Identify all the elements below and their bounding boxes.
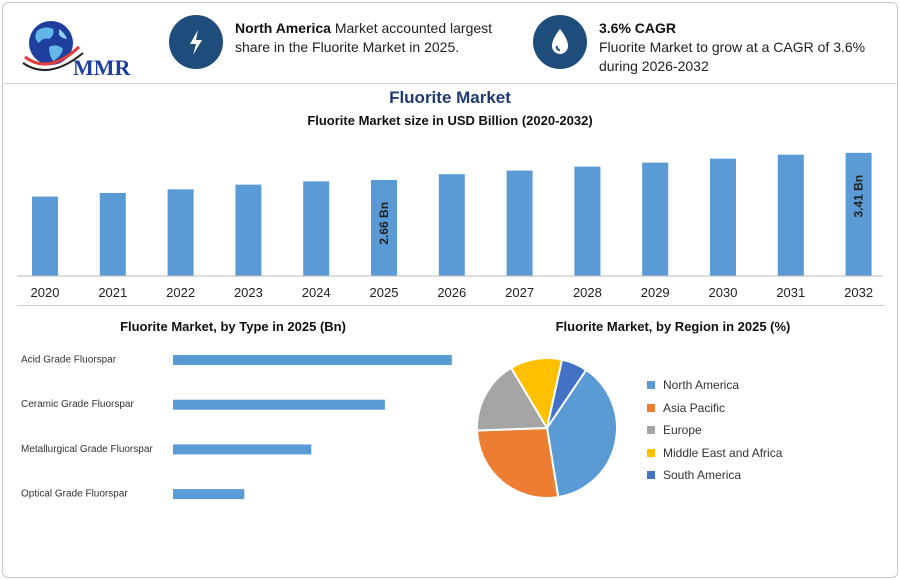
- legend-item: Europe: [647, 419, 782, 442]
- legend-swatch: [647, 448, 655, 457]
- pie-slice-europe: [476, 366, 549, 432]
- bar-2026: [438, 174, 465, 276]
- bar-2031: [777, 154, 804, 276]
- bar-2030: [710, 158, 736, 276]
- legend-label: North America: [663, 378, 740, 393]
- pie-slice-south-america: [546, 358, 588, 429]
- bar-2022: [167, 189, 194, 276]
- region-legend: North America Asia Pacific Europe Middle Ea…: [647, 374, 782, 487]
- globe-icon: [22, 21, 84, 71]
- bar-2023: [235, 184, 262, 276]
- bar-2029: [642, 162, 669, 276]
- info-body-north-america: Market accounted largest share in the Fl…: [235, 20, 493, 55]
- legend-label: Europe: [663, 423, 702, 438]
- lightning-icon: [169, 15, 223, 69]
- legend-item: South America: [647, 464, 782, 487]
- type-bar: [173, 399, 385, 410]
- info-body-cagr: Fluorite Market to grow at a CAGR of 3.6…: [599, 39, 866, 74]
- x-tick-label: 2028: [573, 285, 602, 300]
- info-text-cagr: 3.6% CAGR Fluorite Market to grow at a CA…: [599, 19, 874, 76]
- bar-2025: [371, 179, 397, 276]
- legend-item: Asia Pacific: [647, 397, 782, 420]
- legend-swatch: [647, 426, 655, 435]
- x-tick-label: 2022: [166, 285, 195, 300]
- legend-label: Asia Pacific: [663, 400, 726, 415]
- type-category-label: Acid Grade Fluorspar: [21, 355, 117, 366]
- pie-slice-north-america: [545, 368, 618, 499]
- drop-icon: [533, 15, 587, 69]
- x-tick-label: 2031: [776, 285, 805, 300]
- mmr-logo: MMR: [22, 21, 132, 79]
- info-block-cagr: 3.6% CAGR Fluorite Market to grow at a CA…: [533, 15, 873, 75]
- bar-2020: [32, 196, 58, 276]
- region-chart-title: Fluorite Market, by Region in 2025 (%): [555, 319, 791, 334]
- header-divider: [3, 83, 897, 84]
- x-tick-label: 2025: [370, 285, 399, 300]
- info-text-north-america: North America Market accounted largest s…: [235, 19, 510, 57]
- bar-2028: [574, 166, 601, 276]
- logo-text: MMR: [73, 55, 132, 79]
- legend-swatch: [647, 403, 655, 412]
- x-tick-label: 2029: [641, 285, 670, 300]
- bar-2032: [845, 152, 872, 276]
- info-block-north-america: North America Market accounted largest s…: [169, 15, 509, 75]
- type-category-label: Metallurgical Grade Fluorspar: [21, 444, 153, 455]
- x-tick-label: 2023: [234, 285, 263, 300]
- legend-swatch: [647, 381, 655, 390]
- bar-2024: [303, 181, 330, 276]
- legend-label: South America: [663, 468, 742, 483]
- info-bold-cagr: 3.6% CAGR: [599, 20, 677, 36]
- x-tick-label: 2024: [302, 285, 331, 300]
- region-pie-chart: [476, 357, 618, 499]
- type-chart-title: Fluorite Market, by Type in 2025 (Bn): [120, 319, 346, 334]
- type-bar: [173, 355, 452, 365]
- section-divider: [17, 305, 885, 306]
- type-category-label: Ceramic Grade Fluorspar: [21, 399, 134, 410]
- pie-slice-asia-pacific: [476, 426, 560, 499]
- main-title: Fluorite Market: [389, 88, 511, 107]
- type-category-label: Optical Grade Fluorspar: [21, 489, 128, 500]
- bar-2021: [99, 192, 126, 276]
- legend-item: Middle East and Africa: [647, 442, 782, 465]
- x-tick-label: 2027: [505, 285, 534, 300]
- type-bar: [173, 444, 312, 455]
- info-bold-north-america: North America: [235, 20, 331, 36]
- x-tick-label: 2032: [844, 285, 873, 300]
- market-size-bar-chart: 2020 2021 2022 2023 2024 2025 2.66 Bn 2026 2027 2…: [17, 152, 883, 300]
- bar-2027: [506, 170, 533, 276]
- bar-data-label: 3.41 Bn: [852, 175, 866, 218]
- legend-label: Middle East and Africa: [663, 445, 783, 460]
- x-tick-label: 2021: [98, 285, 127, 300]
- x-tick-label: 2030: [709, 285, 738, 300]
- bar-data-label: 2.66 Bn: [377, 202, 391, 245]
- x-tick-label: 2020: [31, 285, 60, 300]
- legend-swatch: [647, 471, 655, 480]
- x-tick-label: 2026: [437, 285, 466, 300]
- legend-item: North America: [647, 374, 782, 397]
- bar-chart-title: Fluorite Market size in USD Billion (202…: [307, 113, 593, 128]
- type-horizontal-bar-chart: Acid Grade Fluorspar Ceramic Grade Fluors…: [21, 355, 452, 500]
- type-bar: [173, 489, 245, 500]
